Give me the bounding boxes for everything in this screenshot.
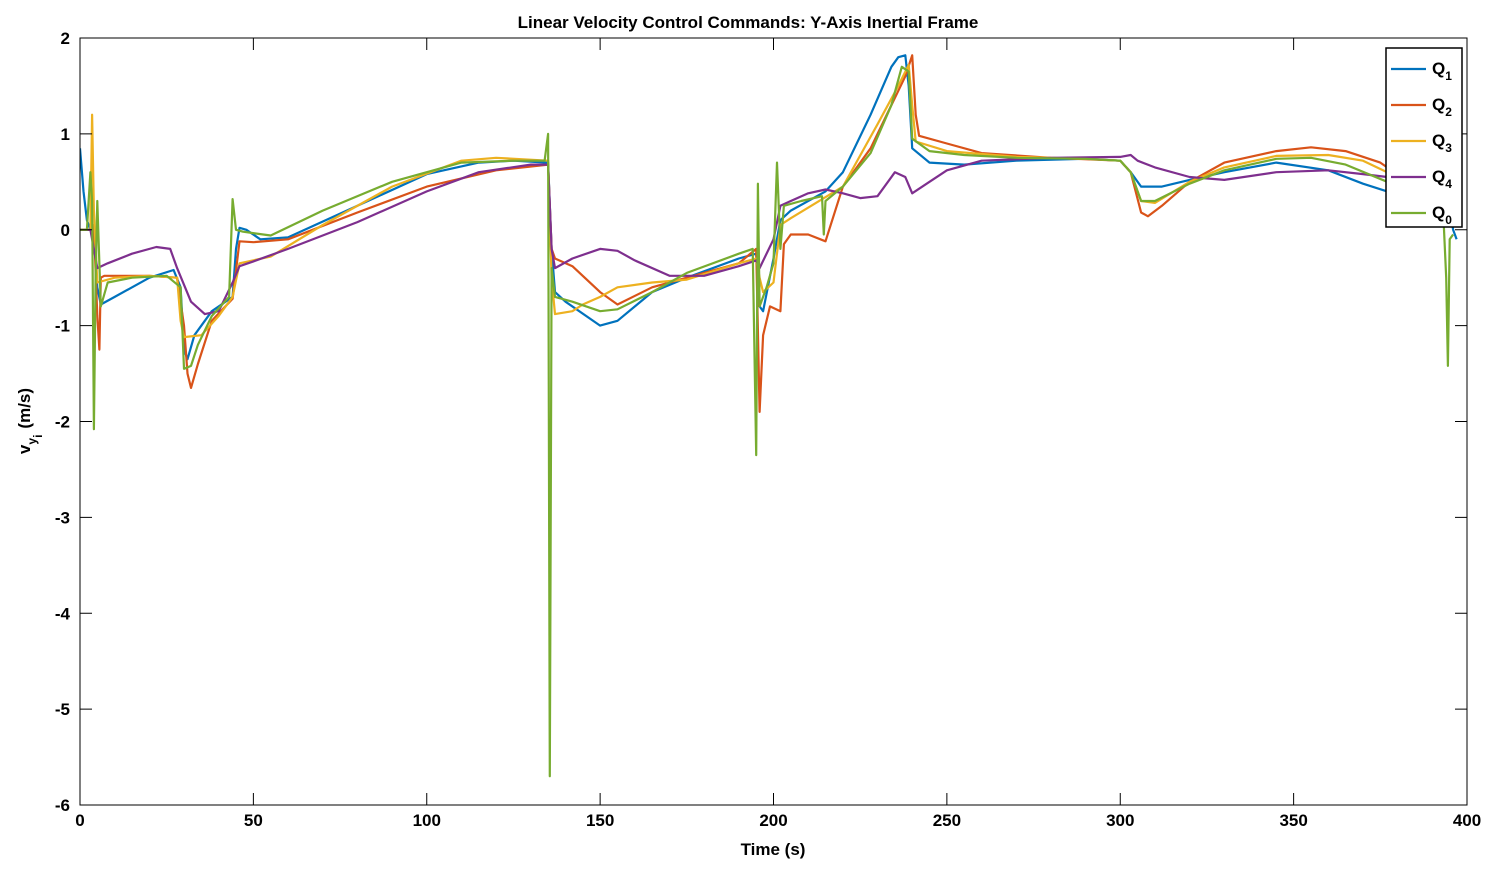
y-tick-label: 2	[61, 29, 70, 48]
x-axis-ticks: 0 50 100 150 200 250 300 350 400	[75, 38, 1481, 830]
x-tick-label: 200	[759, 811, 787, 830]
y-axis-ticks: 2 1 0 -1 -2 -3 -4 -5 -6	[55, 29, 1467, 815]
legend-label-main: Q	[1432, 131, 1445, 150]
legend-label-q0: Q0	[1432, 203, 1452, 227]
legend-label-q1: Q1	[1432, 59, 1452, 83]
y-tick-label: -4	[55, 604, 71, 623]
legend-label-sub: 4	[1445, 177, 1452, 191]
series-line-q4	[80, 153, 1388, 316]
y-tick-label: -1	[55, 317, 70, 336]
y-tick-label: -3	[55, 508, 70, 527]
x-tick-label: 0	[75, 811, 84, 830]
legend-label-q2: Q2	[1432, 95, 1452, 119]
x-tick-label: 350	[1279, 811, 1307, 830]
x-axis-label: Time (s)	[741, 840, 806, 859]
y-axis-label-sub1: y	[25, 438, 39, 445]
chart-title: Linear Velocity Control Commands: Y-Axis…	[518, 13, 979, 32]
x-tick-label: 100	[413, 811, 441, 830]
legend-box	[1385, 47, 1463, 228]
series-lines	[80, 54, 1458, 778]
x-tick-label: 400	[1453, 811, 1481, 830]
legend-label-q4: Q4	[1432, 167, 1452, 191]
legend-label-main: Q	[1432, 95, 1445, 114]
y-axis-label-unit: (m/s)	[15, 388, 34, 429]
x-tick-label: 150	[586, 811, 614, 830]
y-tick-label: -2	[55, 413, 70, 432]
y-tick-label: -6	[55, 796, 70, 815]
x-tick-label: 300	[1106, 811, 1134, 830]
y-axis-label-base: v	[15, 444, 34, 454]
legend-label-sub: 1	[1445, 69, 1452, 83]
y-tick-label: 0	[61, 221, 70, 240]
legend-label-main: Q	[1432, 167, 1445, 186]
svg-text:vyi(m/s): vyi (m/s)	[15, 388, 45, 454]
y-tick-label: -5	[55, 700, 70, 719]
x-tick-label: 250	[933, 811, 961, 830]
legend-label-q3: Q3	[1432, 131, 1452, 155]
series-line-q0	[80, 65, 1454, 778]
legend-label-sub: 0	[1445, 213, 1452, 227]
y-tick-label: 1	[61, 125, 70, 144]
x-tick-label: 50	[244, 811, 263, 830]
y-axis-label-sub2: i	[31, 435, 45, 438]
legend-label-sub: 3	[1445, 141, 1452, 155]
y-axis-label: vyi (m/s)	[15, 388, 45, 454]
legend-label-main: Q	[1432, 203, 1445, 222]
legend-label-main: Q	[1432, 59, 1445, 78]
legend-label-sub: 2	[1445, 105, 1452, 119]
